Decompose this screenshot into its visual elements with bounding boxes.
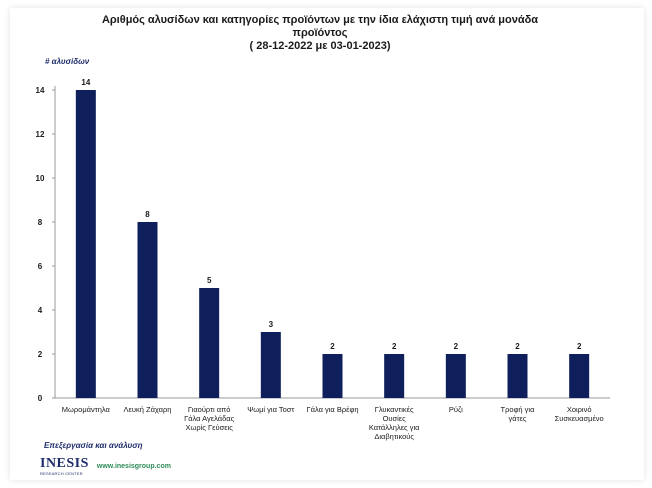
bar-value-label: 2 [515,342,520,351]
y-tick-label: 14 [36,86,45,95]
category-label: Γάλα για Βρέφη [306,405,358,414]
category-label-line: Γάλα Αγελάδας [184,414,235,423]
website-link[interactable]: www.inesisgroup.com [96,462,171,470]
category-label: Χοιρινό Συσκευασμένο [555,405,604,423]
bar [260,332,281,398]
category-label: Γιαούρτι από Γάλα Αγελάδας Χωρίς Γεύσεις [184,405,235,432]
y-tick-label: 2 [38,350,43,359]
category-label: Ρύζι [449,405,463,414]
logo-text: INESIS [40,455,89,471]
category-label-line: Γλυκαντικές [375,405,414,414]
category-label: Ψωμί για Τοστ [247,405,294,414]
logo-subtext: RESEARCH CENTER [40,470,83,476]
bar [75,90,96,398]
bar [199,288,220,398]
bar-value-label: 2 [330,342,335,351]
bar [322,354,343,398]
bar-value-label: 3 [269,320,274,329]
bar [569,354,590,398]
chart-title-line-2: προϊόντος [292,27,348,39]
bar-value-label: 14 [81,78,90,87]
category-label-line: Χωρίς Γεύσεις [186,423,234,432]
y-tick-label: 8 [38,218,43,227]
category-label-line: γάτες [508,414,526,423]
category-label-line: Ψωμί για Τοστ [247,405,294,414]
y-tick-label: 10 [36,174,45,183]
category-label: Γλυκαντικές Ουσίες Κατάλληλες για Διαβητικο… [369,405,420,441]
category-label-line: Γιαούρτι από [188,405,231,414]
bar-value-label: 2 [577,342,582,351]
bar [445,354,466,398]
category-label: Λευκή Ζάχαρη [124,405,172,414]
bar [507,354,528,398]
chart-title-line-1: Αριθμός αλυσίδων και κατηγορίες προϊόντω… [101,14,539,26]
bar-value-label: 8 [145,210,150,219]
y-axis-label: # αλυσίδων [45,57,90,66]
category-label-line: Μωρομάντηλα [62,405,111,414]
footer-note: Επεξεργασία και ανάλυση [44,441,143,450]
chart-title-line-3: ( 28-12-2022 με 03-01-2023) [249,40,391,52]
y-tick-label: 12 [36,130,45,139]
category-label-line: Χοιρινό [567,405,592,414]
category-label-line: Τροφή για [501,405,536,414]
y-tick-label: 4 [38,306,43,315]
bar-value-label: 5 [207,276,212,285]
category-label-line: Γάλα για Βρέφη [306,405,358,414]
bar-value-label: 2 [392,342,397,351]
category-label-line: Ουσίες [383,414,407,423]
bar-value-label: 2 [454,342,459,351]
chart-title: Αριθμός αλυσίδων και κατηγορίες προϊόντω… [90,14,550,53]
bar [137,222,158,398]
bar [384,354,405,398]
inesis-logo: INESIS RESEARCH CENTER www.inesisgroup.c… [40,454,171,478]
chart-frame [10,8,644,480]
category-label: Τροφή για γάτες [501,405,536,423]
category-label-line: Ρύζι [449,405,463,414]
category-label-line: Διαβητικούς [374,432,414,441]
category-label: Μωρομάντηλα [62,405,111,414]
category-label-line: Συσκευασμένο [555,414,604,423]
y-tick-label: 6 [38,262,43,271]
y-tick-label: 0 [38,394,43,403]
category-label-line: Κατάλληλες για [369,423,420,432]
category-label-line: Λευκή Ζάχαρη [124,405,172,414]
